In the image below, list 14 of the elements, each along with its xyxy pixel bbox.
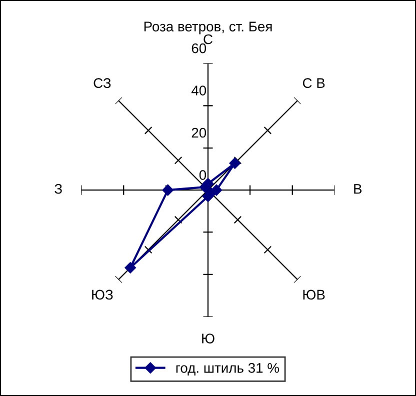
- chart-title: Роза ветров, ст. Бея: [144, 22, 272, 34]
- y-tick-label: 20: [192, 128, 206, 138]
- spoke-label: С В: [302, 78, 325, 88]
- y-tick-label: 40: [191, 86, 206, 96]
- spoke-label: С: [204, 34, 212, 44]
- legend-label: год. штиль 31 %: [176, 363, 280, 376]
- spoke-label: В: [354, 184, 362, 194]
- y-tick-label: 0: [199, 170, 206, 180]
- spoke-label: ЮВ: [303, 290, 325, 300]
- spoke-label: ЮЗ: [92, 290, 113, 300]
- spoke-label: СЗ: [94, 78, 111, 88]
- spoke-label: Ю: [202, 334, 214, 344]
- spoke-label: З: [54, 184, 62, 194]
- y-tick-label: 60: [192, 43, 206, 54]
